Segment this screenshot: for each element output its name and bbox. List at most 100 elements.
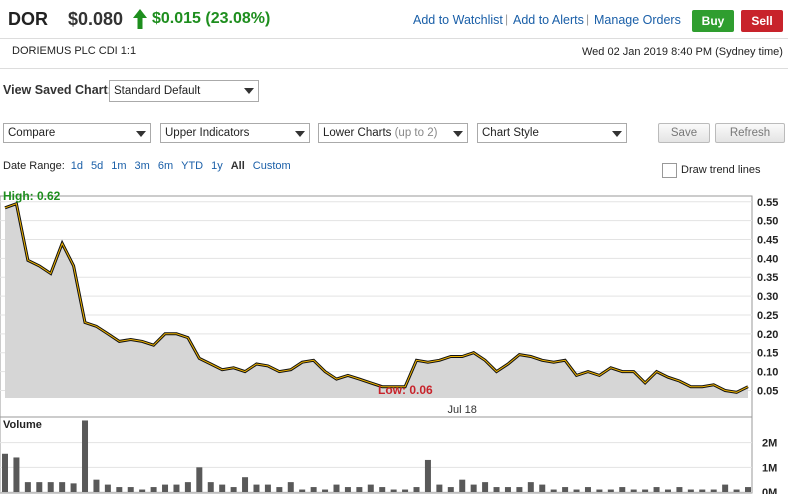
volume-bar (390, 489, 397, 492)
saved-select[interactable]: Standard Default (109, 80, 259, 102)
volume-bar (493, 487, 500, 492)
low-label: Low: 0.06 (378, 383, 433, 397)
y-tick-label: 0M (762, 487, 777, 494)
volume-bar (539, 484, 546, 492)
y-tick-label: 0.20 (757, 329, 778, 341)
volume-bar (436, 484, 443, 492)
volume-bar (82, 420, 89, 492)
volume-bar (516, 487, 523, 492)
volume-bar (196, 467, 203, 492)
trend-checkbox[interactable] (662, 163, 677, 178)
range-option[interactable]: Custom (252, 160, 291, 172)
volume-bar (207, 482, 214, 492)
volume-bar (459, 479, 466, 492)
volume-bar (562, 487, 569, 492)
volume-bar (13, 457, 20, 492)
volume-bar (676, 487, 683, 492)
volume-bar (710, 489, 717, 492)
volume-bar (482, 482, 489, 492)
save-button[interactable]: Save (658, 123, 710, 143)
change: $0.015 (23.08%) (152, 10, 271, 27)
volume-bar (264, 484, 271, 492)
buy-button[interactable]: Buy (692, 10, 734, 32)
y-tick-label: 0.55 (757, 197, 778, 209)
volume-bar (687, 489, 694, 492)
volume-bar (573, 489, 580, 492)
lower-select[interactable]: Lower Charts (up to 2) (318, 123, 468, 143)
range-option[interactable]: 5d (91, 160, 104, 172)
volume-bar (424, 459, 431, 492)
volume-bar (310, 487, 317, 492)
volume-bar (447, 487, 454, 492)
volume-bar (745, 487, 751, 492)
volume-bar (653, 487, 660, 492)
volume-bar (630, 489, 637, 492)
volume-bar (36, 482, 43, 492)
volume-bar (299, 489, 306, 492)
volume-bar (242, 477, 249, 492)
volume-bar (253, 484, 260, 492)
lower-text: Lower Charts (323, 127, 392, 139)
header-bar (0, 0, 788, 39)
y-tick-label: 0.05 (757, 385, 778, 397)
volume-bar (127, 487, 134, 492)
volume-bar (733, 489, 740, 492)
upper-select[interactable]: Upper Indicators (160, 123, 310, 143)
range-option[interactable]: YTD (181, 160, 204, 172)
volume-bar (413, 487, 420, 492)
high-label: High: 0.62 (3, 189, 61, 203)
price: $0.080 (68, 9, 124, 29)
volume-bar (607, 489, 614, 492)
up-arrow (133, 9, 147, 29)
range-option[interactable]: 1y (211, 160, 223, 172)
orders-link[interactable]: Manage Orders (594, 13, 681, 27)
watchlist-link[interactable]: Add to Watchlist (413, 13, 503, 27)
y-tick-label: 0.10 (757, 367, 778, 379)
volume-bar (344, 487, 351, 492)
y-tick-label: 0.30 (757, 291, 778, 303)
alerts-link[interactable]: Add to Alerts (513, 13, 584, 27)
range-option[interactable]: All (230, 160, 245, 172)
volume-bar (470, 484, 477, 492)
sell-button[interactable]: Sell (741, 10, 783, 32)
volume-bar (367, 484, 374, 492)
lower-note: (up to 2) (394, 127, 438, 139)
volume-bar (664, 489, 671, 492)
y-tick-label: 1M (762, 462, 777, 474)
volume-bar (162, 484, 169, 492)
price-area (5, 203, 748, 398)
volume-bar (379, 487, 386, 492)
volume-bar (150, 487, 157, 492)
range-option[interactable]: 1m (111, 160, 127, 172)
compare-select[interactable]: Compare (3, 123, 151, 143)
y-tick-label: 2M (762, 438, 777, 450)
volume-bar (699, 489, 706, 492)
volume-bar (642, 489, 649, 492)
volume-bar (230, 487, 237, 492)
volume-bar (356, 487, 363, 492)
y-tick-label: 0.35 (757, 272, 778, 284)
company: DORIEMUS PLC CDI 1:1 (12, 45, 137, 57)
range-option[interactable]: 6m (157, 160, 174, 172)
volume-bar (287, 482, 294, 492)
range-option[interactable]: 3m (134, 160, 150, 172)
volume-bar (139, 489, 146, 492)
volume-bar (59, 482, 66, 492)
y-tick-label: 0.15 (757, 348, 778, 360)
volume-bar (333, 484, 340, 492)
divider (0, 68, 788, 69)
volume-bar (584, 487, 591, 492)
price-line (4, 203, 749, 393)
range-option[interactable]: 1d (70, 160, 84, 172)
y-tick-label: 0.50 (757, 216, 778, 228)
refresh-button[interactable]: Refresh (715, 123, 785, 143)
volume-bar (722, 484, 729, 492)
ticker: DOR (8, 9, 48, 29)
style-select[interactable]: Chart Style (477, 123, 627, 143)
volume-bar (104, 484, 111, 492)
volume-bar (2, 453, 8, 492)
volume-bar (93, 479, 100, 492)
saved-label: View Saved Chart: (3, 83, 112, 97)
